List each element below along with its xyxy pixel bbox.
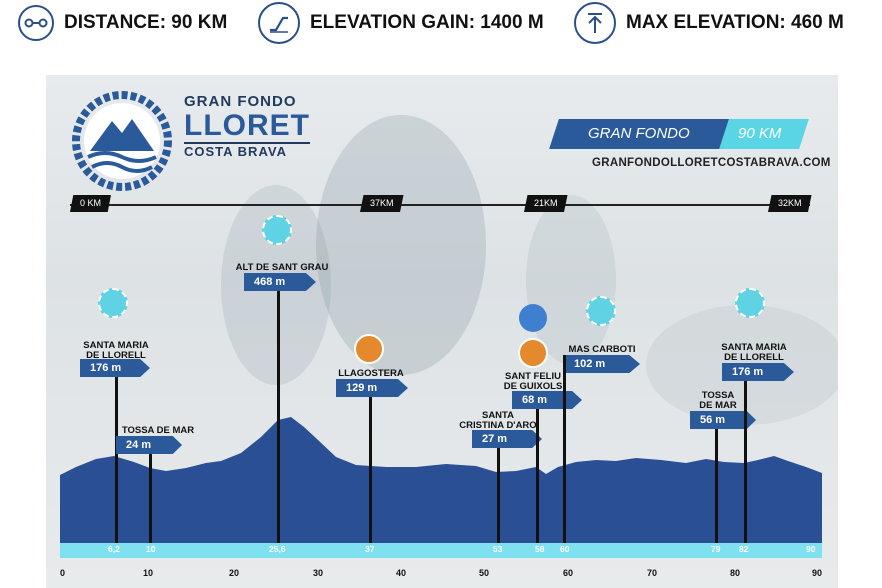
logo-text: GRAN FONDO LLORET COSTA BRAVA (184, 93, 310, 159)
point-pin (115, 377, 118, 543)
point-pin (715, 429, 718, 543)
logo-line3: COSTA BRAVA (184, 142, 310, 159)
distance-stat: DISTANCE: 90 KM (18, 3, 227, 43)
distance-icon (18, 5, 54, 41)
km-bar-label: 82 (739, 544, 749, 554)
point-elevation: 68 m (512, 391, 582, 409)
segment-tag-1: 37KM (360, 195, 404, 212)
km-bar (60, 543, 822, 558)
elevation-profile (60, 417, 822, 543)
max-elevation-stat: MAX ELEVATION: 460 M (574, 2, 844, 44)
point-pin (744, 381, 747, 543)
point-name: SANTA MARIA DE LLORELL (83, 340, 149, 361)
point-elevation: 56 m (690, 411, 756, 429)
axis-tick-label: 90 (812, 568, 823, 578)
km-bar-label: 53 (493, 544, 503, 554)
distance-label: DISTANCE: 90 KM (64, 12, 228, 33)
point-pin (497, 448, 500, 543)
axis-tick-label: 30 (313, 568, 324, 578)
restroom-icon (519, 304, 547, 332)
badge-right-label: 90 KM (738, 125, 782, 142)
point-name: MAS CARBOTI (568, 344, 636, 355)
point-pin (149, 454, 152, 543)
climb-icon (735, 288, 765, 318)
point-elevation: 176 m (722, 363, 794, 381)
point-pin (563, 355, 566, 543)
logo-emblem-icon (72, 91, 172, 191)
km-bar-label: 58 (535, 544, 545, 554)
km-bar-label: 6,2 (108, 544, 120, 554)
axis-tick-label: 70 (647, 568, 658, 578)
point-name: TOSSA DE MAR (121, 425, 195, 436)
axis-tick-label: 0 (60, 568, 66, 578)
km-bar-label: 90 (806, 544, 816, 554)
segment-tag-2: 21KM (524, 195, 568, 212)
point-name: SANTA CRISTINA D'ARO (459, 410, 537, 431)
logo-line1: GRAN FONDO (184, 93, 297, 110)
food-icon (518, 338, 548, 368)
axis-tick-label: 80 (730, 568, 741, 578)
point-elevation: 129 m (336, 379, 408, 397)
point-elevation: 176 m (80, 359, 150, 377)
elevation-gain-label: ELEVATION GAIN: 1400 M (310, 12, 544, 33)
axis-tick-label: 60 (563, 568, 574, 578)
point-name: SANTA MARIA DE LLORELL (721, 342, 787, 363)
point-name: ALT DE SANT GRAU (235, 262, 329, 273)
point-elevation: 102 m (564, 355, 640, 373)
point-pin (369, 397, 372, 543)
axis-tick-label: 50 (479, 568, 490, 578)
axis-tick-label: 10 (143, 568, 154, 578)
point-pin (536, 409, 539, 543)
elevation-gain-stat: ELEVATION GAIN: 1400 M (258, 2, 544, 44)
badge-left-label: GRAN FONDO (588, 125, 690, 142)
website-url: GRANFONDOLLORETCOSTABRAVA.COM (592, 157, 831, 169)
point-name: LLAGOSTERA (338, 368, 404, 379)
food-icon (354, 334, 384, 364)
axis-tick-label: 20 (229, 568, 240, 578)
route-profile-panel: GRAN FONDO LLORET COSTA BRAVA GRAN FONDO… (46, 75, 838, 588)
point-elevation: 468 m (244, 273, 316, 291)
axis-tick-label: 40 (396, 568, 407, 578)
segment-tag-start: 0 KM (70, 195, 112, 212)
point-elevation: 24 m (116, 436, 182, 454)
climb-icon (98, 288, 128, 318)
km-bar-label: 10 (146, 544, 156, 554)
climb-icon (262, 215, 292, 245)
km-bar-label: 25,6 (269, 544, 286, 554)
point-elevation: 27 m (472, 430, 542, 448)
point-pin (277, 291, 280, 543)
point-name: SANT FELIU DE GUIXOLS (503, 371, 563, 392)
max-elevation-label: MAX ELEVATION: 460 M (626, 12, 844, 33)
gran-fondo-badge: GRAN FONDO 90 KM (549, 119, 809, 149)
km-bar-label: 37 (365, 544, 375, 554)
point-name: TOSSA DE MAR (699, 390, 737, 411)
climb-icon (586, 296, 616, 326)
km-bar-label: 79 (711, 544, 721, 554)
segment-tag-3: 32KM (768, 195, 812, 212)
km-bar-label: 60 (560, 544, 570, 554)
logo-line2: LLORET (184, 109, 310, 142)
elevation-gain-icon (258, 2, 300, 44)
max-elevation-icon (574, 2, 616, 44)
segment-line (70, 204, 810, 206)
